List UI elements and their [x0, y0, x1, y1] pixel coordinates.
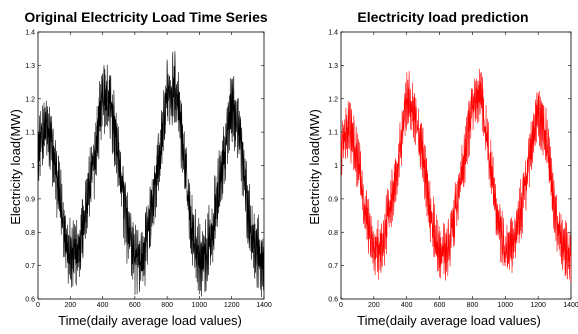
- x-tick-label: 1000: [192, 302, 208, 309]
- y-tick-label: 1.3: [328, 63, 338, 70]
- x-axis-label: Time(daily average load values): [58, 313, 242, 328]
- y-tick-label: 0.8: [328, 230, 338, 237]
- series-layer: [37, 50, 265, 298]
- x-tick-label: 800: [161, 302, 173, 309]
- y-tick-label: 0.6: [328, 297, 338, 304]
- x-tick-label: 400: [401, 302, 413, 309]
- y-tick-label: 1.4: [25, 30, 35, 37]
- y-axis-label: Electricity load(MW): [8, 109, 23, 225]
- x-tick-label: 800: [467, 302, 479, 309]
- x-tick-label: 1200: [530, 302, 546, 309]
- x-axis-label: Time(daily average load values): [357, 313, 541, 328]
- x-tick-label: 1400: [256, 302, 272, 309]
- ticks-layer: 0 200 400 600 800 1000 1200 1400 0.6 0.7 0.8 0.9 1 1.…: [25, 30, 272, 310]
- y-tick-label: 1.4: [328, 30, 338, 37]
- x-tick-label: 0: [339, 302, 343, 309]
- x-tick-label: 600: [129, 302, 141, 309]
- x-tick-label: 200: [64, 302, 76, 309]
- y-tick-label: 0.6: [25, 297, 35, 304]
- x-tick-label: 600: [434, 302, 446, 309]
- y-tick-label: 1.1: [25, 130, 35, 137]
- series-line: [340, 68, 572, 283]
- y-axis-label: Electricity load(MW): [307, 109, 322, 225]
- panel-prediction: Electricity load prediction Electricity …: [307, 9, 578, 328]
- chart-title: Original Electricity Load Time Series: [24, 9, 267, 25]
- x-tick-label: 400: [97, 302, 109, 309]
- y-tick-label: 0.8: [25, 230, 35, 237]
- panel-original: Original Electricity Load Time Series El…: [8, 9, 272, 328]
- y-tick-label: 1: [334, 163, 338, 170]
- x-tick-label: 1200: [224, 302, 240, 309]
- y-tick-label: 0.7: [328, 263, 338, 270]
- y-tick-label: 0.9: [25, 196, 35, 203]
- y-tick-label: 1.2: [25, 96, 35, 103]
- x-tick-label: 0: [36, 302, 40, 309]
- y-tick-label: 1: [31, 163, 35, 170]
- y-tick-label: 0.9: [328, 196, 338, 203]
- series-layer: [340, 68, 572, 283]
- x-tick-label: 1400: [563, 302, 578, 309]
- ticks-layer: 0 200 400 600 800 1000 1200 1400 0.6 0.7 0.8 0.9 1 1.…: [328, 30, 578, 310]
- y-tick-label: 0.7: [25, 263, 35, 270]
- y-tick-label: 1.3: [25, 63, 35, 70]
- chart-title: Electricity load prediction: [357, 9, 528, 25]
- x-tick-label: 200: [368, 302, 380, 309]
- y-tick-label: 1.1: [328, 130, 338, 137]
- series-line: [37, 50, 265, 298]
- x-tick-label: 1000: [497, 302, 513, 309]
- y-tick-label: 1.2: [328, 96, 338, 103]
